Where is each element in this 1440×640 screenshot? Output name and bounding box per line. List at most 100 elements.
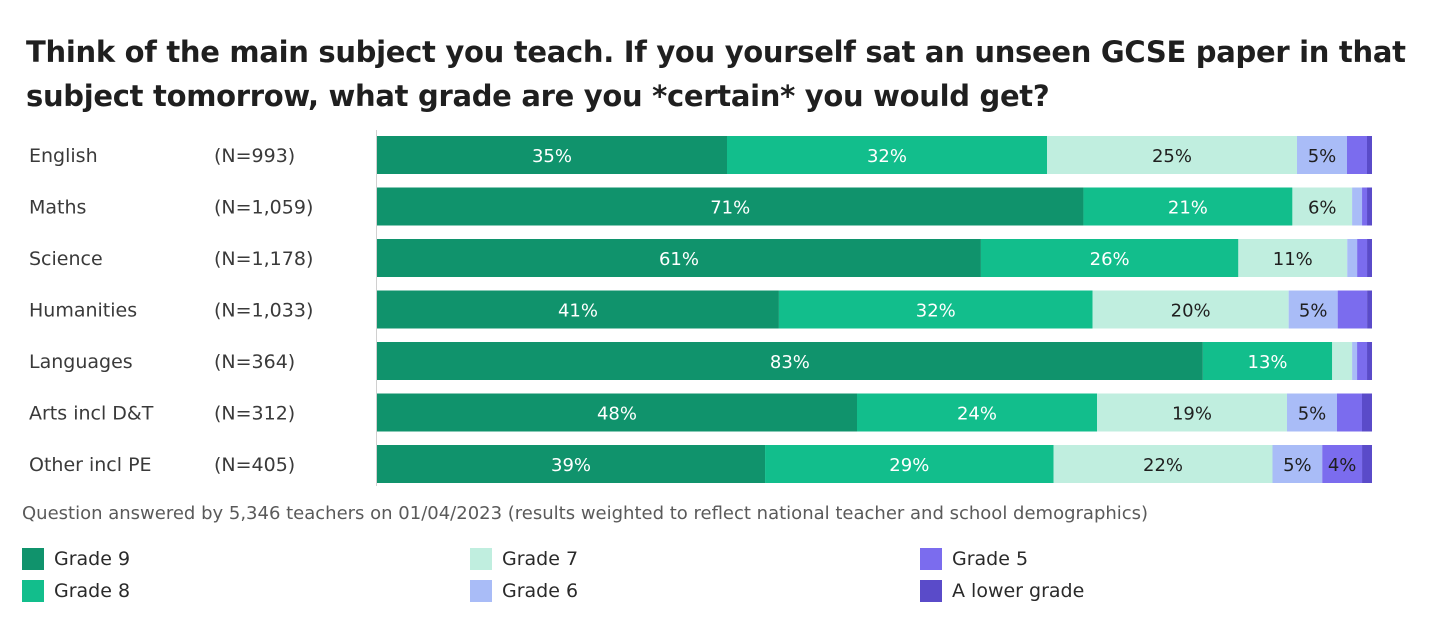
- bar-segment: A lower grade: 0.5%: [1367, 342, 1373, 380]
- bar-segment: A lower grade: 1%: [1362, 393, 1372, 432]
- legend-label: Grade 6: [502, 580, 579, 602]
- bar-segment: Grade 6: 5%: [1297, 136, 1347, 174]
- category-label: Maths: [29, 197, 86, 219]
- bar-segment: Grade 5: 2.5%: [1337, 393, 1362, 432]
- category-label: Science: [29, 248, 103, 270]
- bar-value-label: 32%: [916, 301, 956, 322]
- stacked-bar-chart: English (N=993) Grade 9: 35% 35% Grade 8: 32…: [29, 130, 1373, 486]
- bar-segment: Grade 7: 20%: [1092, 290, 1289, 329]
- legend-label: Grade 8: [54, 580, 131, 602]
- bar-value-label: 13%: [1248, 352, 1288, 373]
- bar-value-label: 5%: [1308, 146, 1337, 167]
- sample-size-label: (N=1,033): [214, 300, 313, 322]
- bar-value-label: 41%: [558, 301, 598, 322]
- bar-segment: Grade 8: 32%: [727, 136, 1047, 174]
- bar-segment: Grade 9: 71%: [377, 187, 1084, 226]
- bar-segment: Grade 5: 1%: [1357, 239, 1368, 277]
- bar-segment: Grade 6: 5%: [1272, 445, 1323, 483]
- category-label: Arts incl D&T: [29, 403, 154, 425]
- legend-swatch: [920, 580, 942, 602]
- legend-label: A lower grade: [952, 580, 1085, 602]
- legend-swatch: [470, 580, 492, 602]
- sample-size-label: (N=312): [214, 403, 295, 425]
- bar-segment: Grade 9: 35%: [377, 136, 727, 174]
- bar-segment: Grade 5: 3%: [1337, 290, 1368, 329]
- bar-segment: Grade 6: 0.5%: [1352, 342, 1358, 380]
- category-label: Languages: [29, 351, 133, 373]
- sample-size-label: (N=1,178): [214, 248, 313, 270]
- bar-segment: Grade 6: 1%: [1347, 239, 1358, 277]
- bar-value-label: 5%: [1299, 301, 1328, 322]
- legend-swatch: [22, 580, 44, 602]
- category-label: Other incl PE: [29, 454, 152, 476]
- bar-segment: Grade 5: 0.5%: [1362, 187, 1368, 226]
- legend-label: Grade 9: [54, 548, 131, 570]
- chart-footnote: Question answered by 5,346 teachers on 0…: [22, 503, 1149, 524]
- bar-value-label: 4%: [1328, 455, 1357, 476]
- legend-swatch: [920, 548, 942, 570]
- bar-segment: Grade 9: 41%: [377, 290, 779, 329]
- bar-segment: Grade 5: 4%: [1322, 445, 1363, 483]
- bar-segment: Grade 8: 21%: [1083, 187, 1293, 226]
- bar-value-label: 29%: [889, 455, 929, 476]
- bar-segment: Grade 7: 22%: [1053, 445, 1273, 483]
- bar-segment: Grade 9: 61%: [377, 239, 981, 277]
- bar-segment: Grade 5: 2%: [1347, 136, 1367, 174]
- bar-value-label: 22%: [1143, 455, 1183, 476]
- bar-segment: Grade 6: 5%: [1288, 290, 1338, 329]
- chart-legend: Grade 9 Grade 8 Grade 7 Grade 6 Grade 5 A low…: [22, 546, 1422, 616]
- legend-item: Grade 6: [470, 578, 578, 604]
- legend-item: Grade 8: [22, 578, 130, 604]
- legend-label: Grade 7: [502, 548, 579, 570]
- sample-size-label: (N=405): [214, 454, 295, 476]
- bar-segment: Grade 9: 39%: [377, 445, 766, 483]
- sample-size-label: (N=993): [214, 145, 295, 167]
- bar-value-label: 61%: [659, 249, 699, 270]
- legend-item: Grade 5: [920, 546, 1028, 572]
- bar-value-label: 5%: [1283, 455, 1312, 476]
- category-label: Humanities: [29, 300, 137, 322]
- bar-segment: Grade 9: 83%: [377, 342, 1203, 380]
- legend-item: Grade 7: [470, 546, 578, 572]
- legend-item: Grade 9: [22, 546, 130, 572]
- bar-value-label: 11%: [1273, 249, 1313, 270]
- bar-value-label: 48%: [597, 404, 637, 425]
- bar-value-label: 26%: [1090, 249, 1130, 270]
- bar-segment: Grade 8: 26%: [980, 239, 1239, 277]
- sample-size-label: (N=1,059): [214, 197, 313, 219]
- legend-swatch: [470, 548, 492, 570]
- legend-swatch: [22, 548, 44, 570]
- bar-value-label: 32%: [867, 146, 907, 167]
- bar-value-label: 83%: [770, 352, 810, 373]
- sample-size-label: (N=364): [214, 351, 295, 373]
- bar-value-label: 71%: [710, 198, 750, 219]
- bar-segment: Grade 9: 48%: [377, 393, 857, 432]
- bar-segment: A lower grade: 0.5%: [1367, 136, 1372, 174]
- bar-segment: Grade 6: 1%: [1352, 187, 1363, 226]
- bar-value-label: 24%: [957, 404, 997, 425]
- category-label: English: [29, 145, 98, 167]
- bar-segment: A lower grade: 0.5%: [1367, 239, 1372, 277]
- bar-segment: Grade 7: 11%: [1238, 239, 1348, 277]
- bar-value-label: 19%: [1172, 404, 1212, 425]
- legend-item: A lower grade: [920, 578, 1084, 604]
- bar-value-label: 35%: [532, 146, 572, 167]
- bar-value-label: 6%: [1308, 198, 1337, 219]
- bar-value-label: 39%: [551, 455, 591, 476]
- bar-value-label: 25%: [1152, 146, 1192, 167]
- bar-value-label: 21%: [1168, 198, 1208, 219]
- bar-segment: Grade 7: 25%: [1047, 136, 1297, 174]
- bar-segment: A lower grade: 0.5%: [1367, 187, 1373, 226]
- bar-segment: A lower grade: 1%: [1362, 445, 1372, 483]
- bar-segment: A lower grade: 0.5%: [1367, 290, 1372, 329]
- bar-value-label: 5%: [1298, 404, 1327, 425]
- chart-title: Think of the main subject you teach. If …: [26, 35, 1406, 113]
- bar-value-label: 20%: [1171, 301, 1211, 322]
- bar-segment: Grade 8: 32%: [778, 290, 1093, 329]
- bar-segment: Grade 8: 29%: [765, 445, 1054, 483]
- bar-segment: Grade 7: 2%: [1332, 342, 1353, 380]
- bar-segment: Grade 8: 13%: [1202, 342, 1333, 380]
- legend-label: Grade 5: [952, 548, 1029, 570]
- bar-segment: Grade 7: 19%: [1097, 393, 1287, 432]
